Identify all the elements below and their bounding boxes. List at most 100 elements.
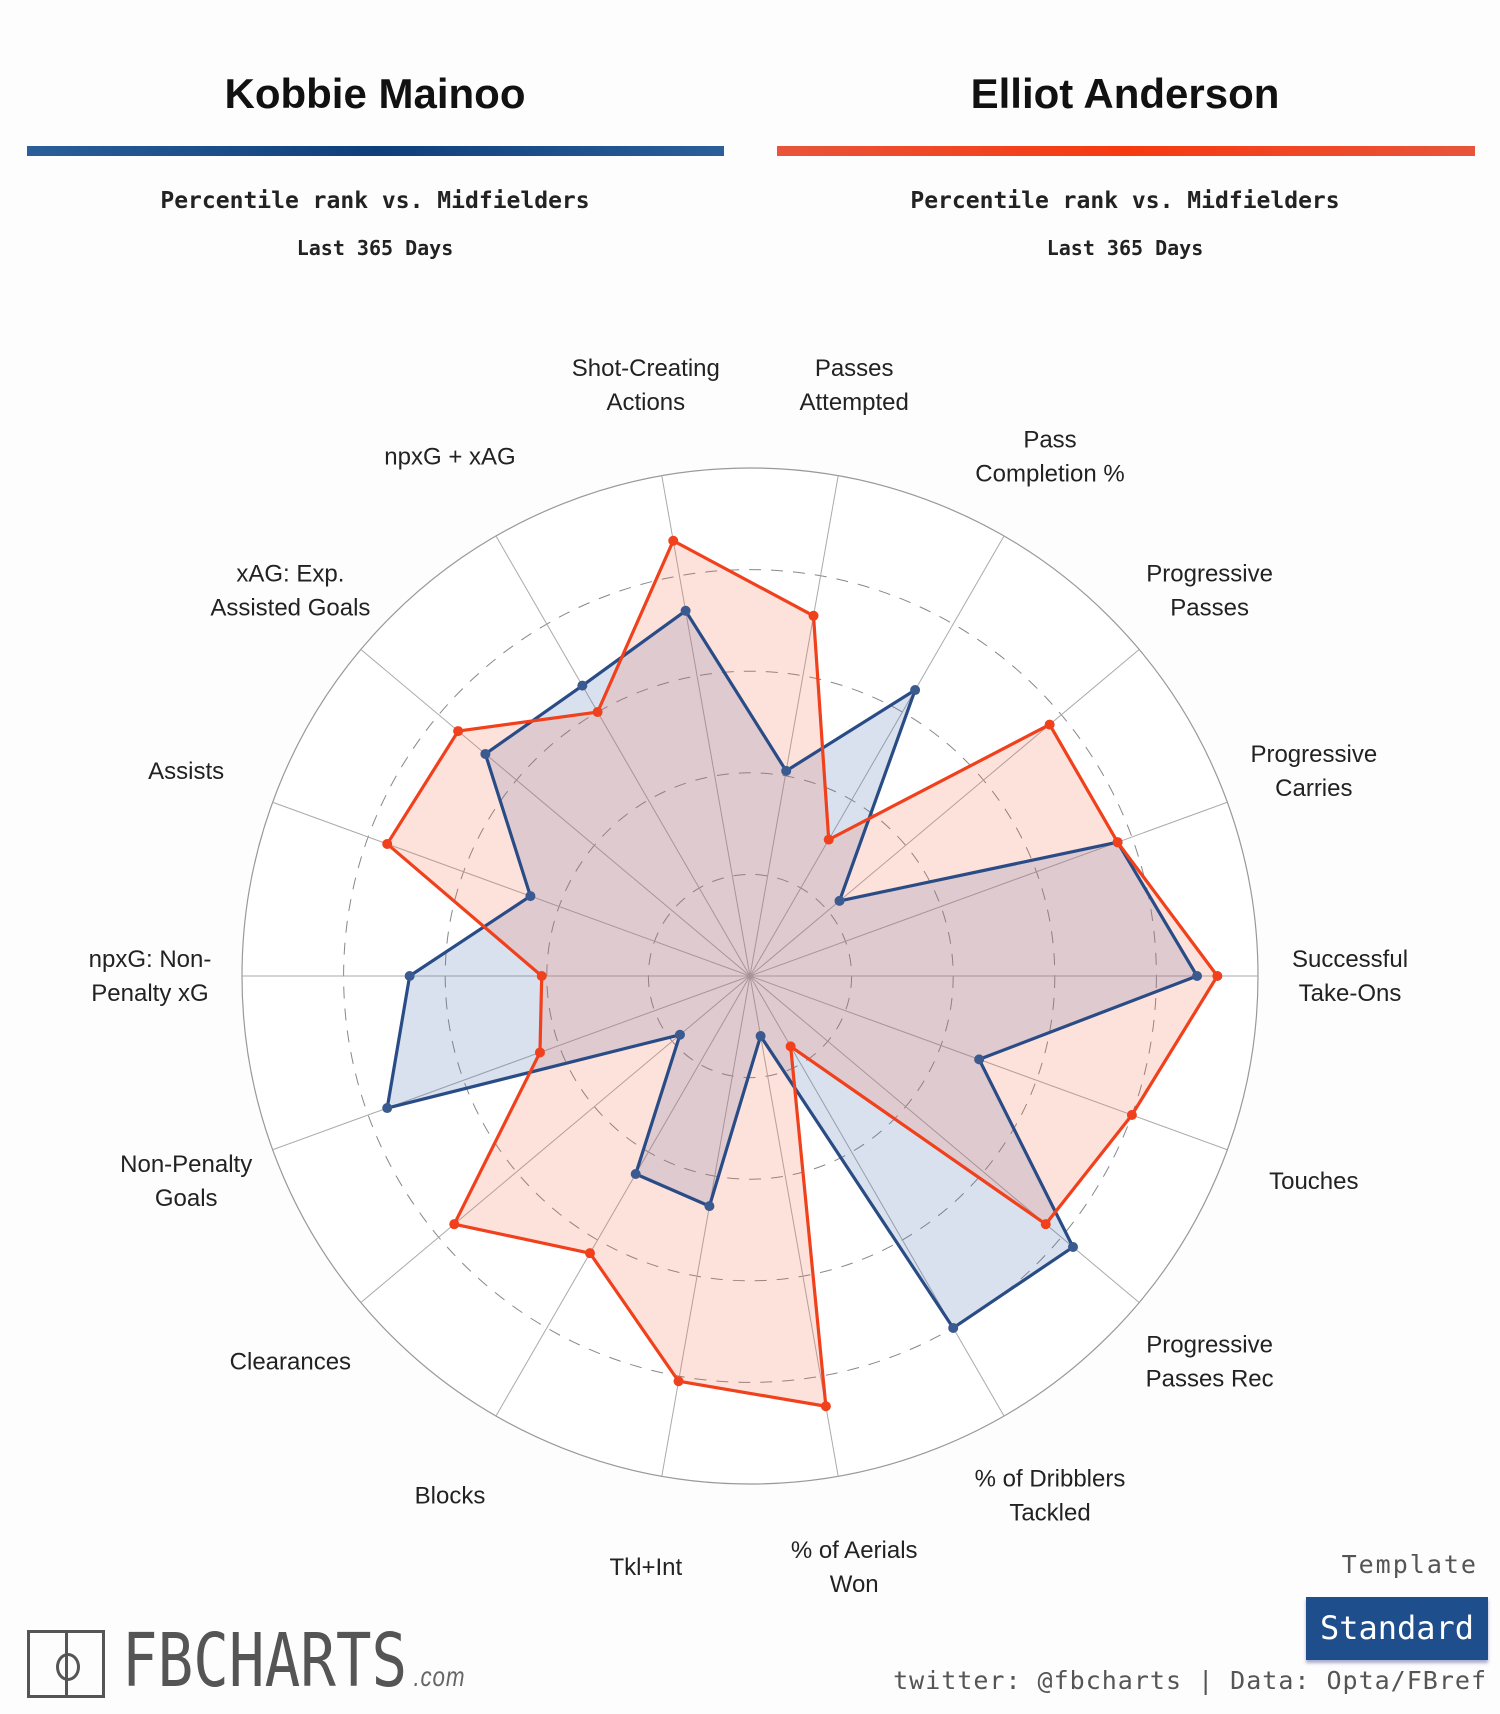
player-2-color-bar [777, 146, 1475, 156]
category-label-line: Completion % [975, 460, 1124, 487]
category-label-line: Won [830, 1571, 879, 1598]
data-point-0-17 [577, 680, 588, 691]
data-point-1-13 [534, 1047, 545, 1058]
data-point-1-7 [1040, 1219, 1051, 1230]
category-label-line: Tackled [1009, 1500, 1090, 1527]
category-label: Blocks [415, 1483, 486, 1510]
category-label: Shot-Creating Actions [572, 355, 720, 416]
category-label: Touches [1269, 1168, 1358, 1195]
data-point-0-13 [382, 1103, 393, 1114]
spoke-12 [360, 975, 751, 1303]
category-label-line: % of Dribblers [975, 1466, 1126, 1493]
category-label: Pass Completion % [975, 426, 1124, 487]
category-label: Assists [148, 758, 224, 785]
category-label: xAG: Exp. Assisted Goals [210, 560, 370, 621]
category-label-line: Actions [606, 389, 685, 416]
category-label-line: Successful [1292, 946, 1408, 973]
category-label-line: Non-Penalty [120, 1151, 252, 1178]
brand-wordmark: FBCHARTS .com [122, 1618, 465, 1704]
template-button[interactable]: Standard [1306, 1597, 1488, 1660]
data-point-1-1 [808, 610, 819, 621]
category-label-line: Touches [1269, 1168, 1358, 1195]
category-label-line: Take-Ons [1299, 980, 1402, 1007]
category-label-line: xAG: Exp. [236, 560, 344, 587]
player-1-period: Last 365 Days [296, 236, 454, 260]
data-point-1-6 [1126, 1109, 1137, 1120]
series-area-1 [387, 540, 1218, 1407]
category-label-line: Carries [1275, 775, 1352, 802]
category-label-line: npxG: Non- [89, 946, 212, 973]
spoke-17 [495, 535, 751, 977]
spoke-4 [749, 801, 1228, 977]
data-point-0-6 [974, 1054, 985, 1065]
category-label-line: Shot-Creating [572, 355, 720, 382]
category-label: Non-Penalty Goals [120, 1151, 252, 1212]
series-area-0 [387, 610, 1198, 1328]
category-label: Successful Take-Ons [1292, 946, 1408, 1007]
data-point-1-11 [584, 1248, 595, 1259]
credit-text: twitter: @fbcharts | Data: Opta/FBref [893, 1666, 1487, 1695]
data-point-1-9 [820, 1401, 831, 1412]
data-point-1-0 [668, 535, 679, 546]
data-point-1-8 [785, 1041, 796, 1052]
data-point-1-10 [673, 1376, 684, 1387]
category-label-line: Goals [155, 1185, 218, 1212]
category-label: npxG: Non- Penalty xG [89, 946, 212, 1007]
player-2-period: Last 365 Days [1046, 236, 1204, 260]
category-label-line: Tkl+Int [609, 1554, 682, 1581]
spoke-15 [272, 801, 751, 977]
category-label-line: Progressive [1146, 1332, 1273, 1359]
fbcharts-logo-icon [27, 1630, 105, 1698]
category-label-line: % of Aerials [791, 1537, 918, 1564]
category-label-line: Passes [815, 355, 894, 382]
data-point-1-3 [1044, 719, 1055, 730]
category-label: npxG + xAG [384, 443, 515, 470]
data-point-0-5 [1192, 971, 1203, 981]
data-point-1-16 [453, 726, 464, 737]
data-point-0-14 [404, 971, 415, 981]
player-2-name: Elliot Anderson [970, 70, 1280, 117]
data-point-0-1 [781, 765, 792, 776]
spoke-3 [749, 649, 1140, 977]
data-point-1-17 [592, 707, 603, 718]
category-label-line: Assists [148, 758, 224, 785]
data-point-1-15 [382, 838, 393, 849]
data-point-1-4 [1112, 837, 1123, 848]
data-point-0-16 [480, 748, 491, 759]
data-point-0-11 [630, 1168, 641, 1179]
category-label-line: Clearances [230, 1349, 351, 1376]
category-label: % of Aerials Won [791, 1537, 918, 1598]
category-label-line: Passes Rec [1146, 1366, 1274, 1393]
category-label-line: Attempted [799, 389, 908, 416]
data-point-0-9 [755, 1031, 766, 1042]
spoke-13 [272, 975, 751, 1151]
category-label: Progressive Passes Rec [1146, 1332, 1274, 1393]
spoke-6 [749, 975, 1228, 1151]
category-label: Clearances [230, 1349, 351, 1376]
category-label: Tkl+Int [609, 1554, 682, 1581]
data-point-0-8 [948, 1322, 959, 1333]
category-label-line: Pass [1023, 426, 1076, 453]
spoke-2 [749, 535, 1005, 977]
template-label: Template [1341, 1550, 1478, 1579]
spoke-10 [661, 975, 751, 1477]
category-label-line: Progressive [1250, 741, 1377, 768]
category-label-line: Blocks [415, 1483, 486, 1510]
spoke-0 [661, 475, 751, 977]
category-label-line: npxG + xAG [384, 443, 515, 470]
player-1-color-bar [27, 146, 724, 156]
player-1-name: Kobbie Mainoo [224, 70, 526, 117]
category-label-line: Penalty xG [91, 980, 208, 1007]
data-point-0-3 [834, 895, 845, 906]
spoke-11 [495, 975, 751, 1417]
data-point-0-2 [910, 685, 921, 696]
spoke-16 [360, 649, 751, 977]
data-point-0-7 [1067, 1242, 1078, 1253]
brand-suffix: .com [413, 1661, 466, 1692]
category-label: Progressive Passes [1146, 560, 1273, 621]
brand-name: FBCHARTS [122, 1618, 408, 1704]
data-point-1-2 [823, 834, 834, 845]
data-point-1-14 [536, 971, 547, 981]
data-point-0-15 [525, 891, 536, 902]
